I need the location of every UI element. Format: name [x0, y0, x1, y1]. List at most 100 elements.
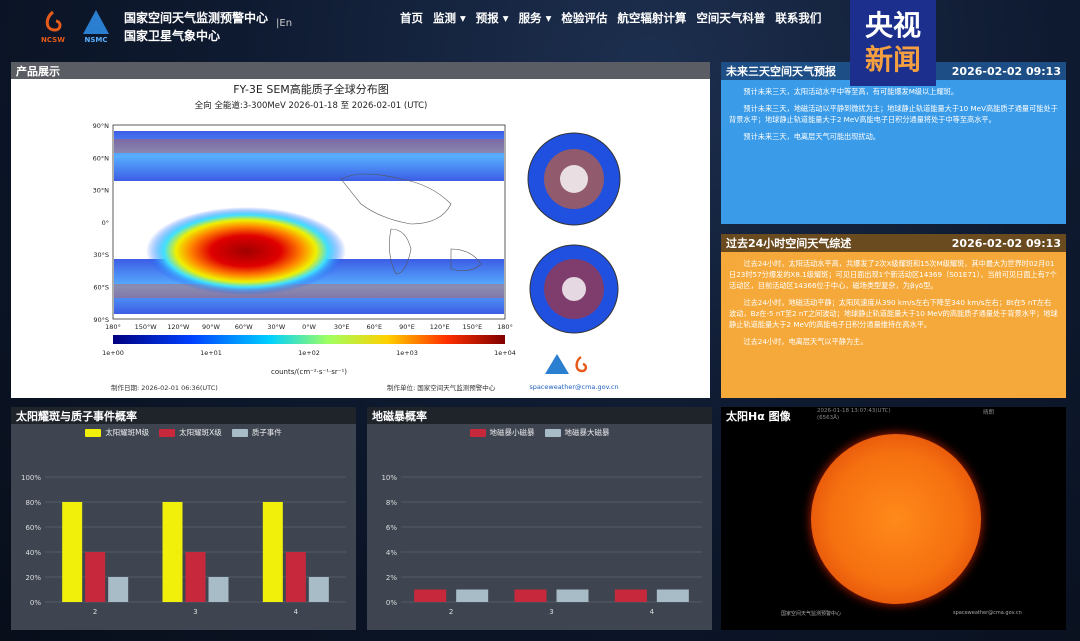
y-tick-label: 60% — [25, 524, 41, 532]
world-map — [112, 124, 506, 320]
nav-item[interactable]: 预报 ▾ — [475, 11, 509, 25]
panel-title: 过去24小时空间天气综述 — [726, 237, 852, 250]
panel-title: 太阳Hα 图像 — [726, 409, 791, 423]
panel-title: 地磁暴概率 — [372, 409, 427, 423]
legend-item[interactable]: 地磁暴大磁暴 — [544, 427, 610, 438]
colorbar-tick: 1e+03 — [396, 349, 418, 357]
nav-item[interactable]: 监测 ▾ — [433, 11, 466, 25]
colorbar — [113, 335, 505, 344]
y-tick-label: 40% — [25, 549, 41, 557]
bar-太阳耀斑X级-2[interactable] — [85, 552, 106, 602]
x-tick-label: 3 — [193, 608, 197, 616]
legend-item[interactable]: 地磁暴小磁暴 — [469, 427, 535, 438]
bar-地磁暴小磁暴-2[interactable] — [414, 589, 447, 603]
lon-tick: 90°E — [399, 323, 415, 331]
lat-tick: 30°N — [93, 187, 110, 195]
legend-swatch — [85, 429, 102, 437]
lon-tick: 150°E — [462, 323, 482, 331]
lon-tick: 90°W — [202, 323, 221, 331]
contact-email[interactable]: spaceweather@cma.gov.cn — [529, 383, 618, 391]
summary-panel: 过去24小时空间天气综述 2026-02-02 09:13 过去24小时，太阳活动… — [721, 234, 1066, 398]
bar-太阳耀斑X级-3[interactable] — [185, 552, 206, 602]
legend-item[interactable]: 太阳耀斑X级 — [159, 427, 222, 438]
sun-halpha-panel: 太阳Hα 图像 2026-01-18 13:07:43(UTC) (6563Å) … — [721, 407, 1066, 630]
bar-太阳耀斑M级-3[interactable] — [162, 502, 183, 602]
bar-太阳耀斑X级-4[interactable] — [285, 552, 306, 602]
made-by: 制作单位: 国家空间天气监测预警中心 — [387, 383, 496, 392]
map-title: FY-3E SEM高能质子全球分布图 — [233, 82, 389, 96]
panel-title: 未来三天空间天气预报 — [726, 65, 836, 78]
nav-item[interactable]: 服务 ▾ — [518, 11, 552, 25]
bar-地磁暴大磁暴-4[interactable] — [656, 589, 689, 603]
panel-time: 2026-02-02 09:13 — [951, 236, 1061, 250]
nav-item[interactable]: 联系我们 — [775, 11, 822, 25]
legend-label: 太阳耀斑X级 — [179, 428, 222, 437]
y-tick-label: 2% — [386, 574, 397, 582]
y-tick-label: 8% — [386, 499, 397, 507]
y-tick-label: 10% — [381, 474, 397, 482]
x-tick-label: 4 — [650, 608, 655, 616]
legend-swatch — [544, 429, 561, 437]
lat-tick: 60°N — [93, 154, 110, 162]
panel-time: 2026-02-02 09:13 — [951, 64, 1061, 78]
lat-tick: 60°S — [93, 284, 109, 292]
language-switch[interactable]: |En — [276, 18, 293, 29]
nav-item[interactable]: 首页 — [400, 11, 423, 25]
lat-tick: 0° — [102, 219, 109, 227]
bar-太阳耀斑M级-2[interactable] — [62, 502, 83, 602]
bar-地磁暴小磁暴-3[interactable] — [514, 589, 547, 603]
panel-header: 过去24小时空间天气综述 2026-02-02 09:13 — [721, 234, 1066, 252]
legend-item[interactable]: 太阳耀斑M级 — [85, 427, 149, 438]
bar-地磁暴大磁暴-2[interactable] — [456, 589, 489, 603]
bar-地磁暴大磁暴-3[interactable] — [556, 589, 589, 603]
summary-text: 过去24小时，太阳活动水平高，共爆发了2次X级耀斑和15次M级耀斑，其中最大为世… — [721, 252, 1066, 347]
y-tick-label: 100% — [21, 474, 41, 482]
bar-质子事件-4[interactable] — [308, 577, 329, 602]
lon-tick: 120°E — [430, 323, 450, 331]
sun-timestamp: 2026-01-18 13:07:43(UTC) (6563Å) — [817, 408, 891, 421]
colorbar-tick: 1e+04 — [494, 349, 516, 357]
sun-footer: 国家空间天气监测预警中心 — [781, 611, 842, 617]
proton-map-figure: FY-3E SEM高能质子全球分布图 全向 全能道:3-300MeV 2026-… — [93, 82, 621, 392]
y-tick-label: 20% — [25, 574, 41, 582]
colorbar-tick: 1e+00 — [102, 349, 124, 357]
x-tick-label: 2 — [449, 608, 453, 616]
nav-item[interactable]: 检验评估 — [561, 11, 608, 25]
x-tick-label: 3 — [549, 608, 553, 616]
bar-质子事件-3[interactable] — [208, 577, 229, 602]
legend-item[interactable]: 质子事件 — [231, 427, 282, 438]
sun-disk-image — [811, 434, 981, 604]
lon-tick: 0°W — [302, 323, 316, 331]
paragraph: 过去24小时，电离层天气以平静为主。 — [743, 337, 868, 346]
bar-质子事件-2[interactable] — [108, 577, 129, 602]
y-tick-label: 0% — [386, 599, 397, 607]
legend-swatch — [159, 429, 176, 437]
y-tick-label: 0% — [30, 599, 41, 607]
x-tick-label: 4 — [294, 608, 299, 616]
lon-tick: 30°W — [267, 323, 286, 331]
bar-太阳耀斑M级-4[interactable] — [262, 502, 283, 602]
y-tick-label: 4% — [386, 549, 397, 557]
sun-label: 晴朗 — [983, 410, 995, 416]
nsmc-logo — [545, 354, 569, 374]
lon-tick: 180° — [497, 323, 513, 331]
lat-tick: 90°N — [93, 122, 110, 130]
flare-probability-panel: 太阳耀斑与质子事件概率 太阳耀斑M级 太阳耀斑X级 质子事件 0% 20% 40% 60%… — [11, 407, 356, 630]
panel-title: 太阳耀斑与质子事件概率 — [16, 409, 137, 423]
sun-footer-email: spaceweather@cma.gov.cn — [953, 610, 1022, 616]
legend-label: 太阳耀斑M级 — [105, 428, 150, 437]
geomagnetic-storm-panel: 地磁暴概率 地磁暴小磁暴 地磁暴大磁暴 0% 2% 4% 6% 8% 10% 2 3 4 — [367, 407, 712, 630]
svg-text:NSMC: NSMC — [84, 36, 107, 44]
nav-item[interactable]: 空间天气科普 — [696, 11, 766, 25]
geomag-bar-chart: 0% 2% 4% 6% 8% 10% 2 3 4 — [381, 474, 702, 616]
lat-tick: 30°S — [93, 251, 109, 259]
lon-tick: 60°E — [367, 323, 383, 331]
bar-地磁暴小磁暴-4[interactable] — [614, 589, 647, 603]
legend-label: 地磁暴大磁暴 — [564, 428, 610, 437]
lon-tick: 180° — [105, 323, 121, 331]
main-nav: 首页 监测 ▾ 预报 ▾ 服务 ▾ 检验评估 航空辐射计算 空间天气科普 联系我们 — [400, 10, 821, 26]
nav-item[interactable]: 航空辐射计算 — [617, 11, 687, 25]
paragraph: 预计未来三天，电离层天气可能出现扰动。 — [743, 132, 880, 141]
lon-tick: 30°E — [334, 323, 350, 331]
y-tick-label: 80% — [25, 499, 41, 507]
